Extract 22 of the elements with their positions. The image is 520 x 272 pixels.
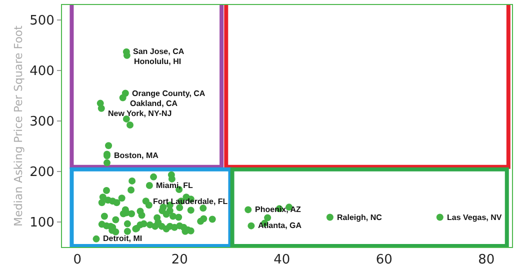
y-axis-title: Median Asking Price Per Square Foot bbox=[12, 24, 26, 226]
annotation: Atlanta, GA bbox=[258, 221, 302, 230]
annotation: Miami, FL bbox=[156, 181, 194, 190]
annotation: Detroit, MI bbox=[103, 234, 142, 243]
annotation: Raleigh, NC bbox=[337, 213, 382, 222]
x-tick-label: 0 bbox=[73, 252, 82, 268]
y-tick-label: 300 bbox=[30, 114, 54, 130]
x-tick-label: 40 bbox=[274, 252, 290, 268]
y-tick-label: 400 bbox=[30, 64, 54, 80]
x-tick-label: 80 bbox=[478, 252, 495, 268]
annotation: Orange County, CA bbox=[132, 89, 206, 98]
y-tick-label: 200 bbox=[30, 164, 54, 180]
x-tick-label: 20 bbox=[171, 252, 188, 268]
y-tick-label: 100 bbox=[30, 215, 54, 230]
y-tick-label: 500 bbox=[30, 14, 54, 29]
annotation: Honolulu, HI bbox=[134, 57, 182, 66]
annotation: Oakland, CA bbox=[130, 99, 178, 108]
annotation: San Jose, CA bbox=[133, 47, 184, 56]
x-tick-label: 60 bbox=[376, 252, 392, 268]
annotation: New York, NY-NJ bbox=[108, 109, 172, 118]
annotation: Las Vegas, NV bbox=[447, 213, 502, 222]
annotation: Boston, MA bbox=[114, 151, 159, 160]
